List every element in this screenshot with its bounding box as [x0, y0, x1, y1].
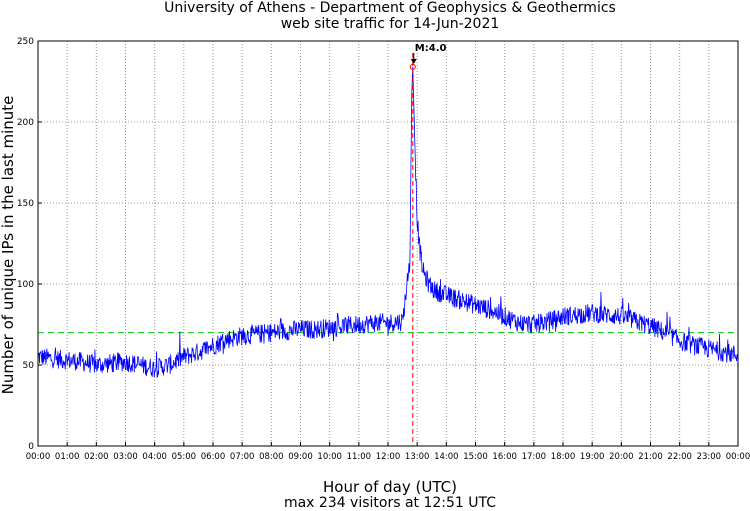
- x-tick-label: 00:00: [726, 452, 750, 462]
- x-tick-label: 20:00: [609, 452, 634, 462]
- y-axis-label: Number of unique IPs in the last minute: [0, 95, 17, 395]
- y-tick-label: 50: [23, 361, 35, 371]
- series-line: [37, 66, 739, 378]
- y-tick-label: 250: [17, 37, 34, 47]
- y-tick-label: 100: [17, 280, 34, 290]
- x-tick-label: 11:00: [347, 452, 372, 462]
- x-tick-label: 04:00: [142, 452, 167, 462]
- x-tick-label: 18:00: [551, 452, 576, 462]
- y-tick-label: 0: [28, 442, 34, 452]
- x-tick-label: 05:00: [172, 452, 197, 462]
- x-tick-label: 14:00: [434, 452, 459, 462]
- x-tick-label: 02:00: [84, 452, 109, 462]
- x-tick-label: 22:00: [667, 452, 692, 462]
- x-axis-label: Hour of day (UTC): [323, 478, 457, 496]
- plot-frame: [37, 40, 739, 447]
- x-tick-label: 23:00: [697, 452, 722, 462]
- x-tick-label: 07:00: [230, 452, 255, 462]
- max-visitors-summary: max 234 visitors at 12:51 UTC: [283, 495, 497, 511]
- x-tick-label: 12:00: [376, 452, 401, 462]
- x-tick-label: 13:00: [405, 452, 430, 462]
- event-label: M:4.0: [415, 43, 447, 54]
- event-arrow-head: [410, 58, 417, 64]
- x-tick-label: 15:00: [463, 452, 488, 462]
- x-tick-label: 19:00: [580, 452, 605, 462]
- y-tick-label: 150: [17, 199, 34, 209]
- chart-title: University of Athens - Department of Geo…: [164, 0, 616, 16]
- event-peak-marker: [409, 63, 416, 70]
- x-tick-label: 17:00: [522, 452, 547, 462]
- x-tick-label: 21:00: [638, 452, 663, 462]
- plot-area: M:4.0 00:00 01:00 02:00 03:00 04:00 05:00 06:0…: [17, 37, 750, 462]
- x-tick-label: 01:00: [55, 452, 80, 462]
- x-tick-label: 06:00: [201, 452, 226, 462]
- x-tick-label: 08:00: [259, 452, 284, 462]
- y-tick-label: 200: [17, 118, 34, 128]
- x-tick-label: 10:00: [317, 452, 342, 462]
- chart-subtitle: web site traffic for 14-Jun-2021: [280, 16, 500, 32]
- x-tick-label: 03:00: [113, 452, 138, 462]
- x-tick-label: 16:00: [492, 452, 517, 462]
- x-tick-label: 09:00: [288, 452, 313, 462]
- x-tick-label: 00:00: [26, 452, 51, 462]
